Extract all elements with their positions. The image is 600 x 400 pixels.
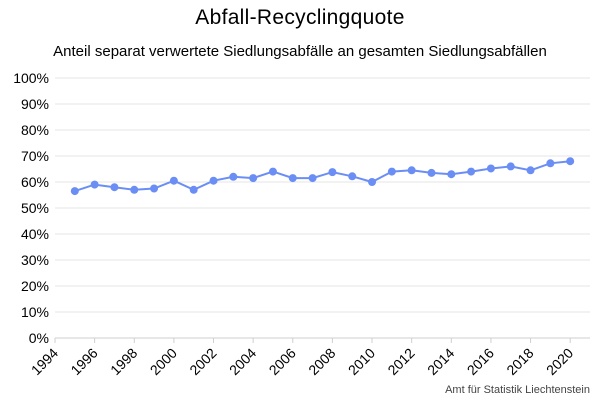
y-tick-label: 30% (21, 252, 49, 268)
data-point (249, 174, 258, 183)
data-point (546, 159, 555, 168)
series-line (74, 160, 571, 193)
y-tick-label: 100% (13, 70, 49, 86)
x-tick-label: 1996 (67, 345, 100, 378)
data-point (348, 172, 357, 181)
y-axis: 0% 10% 20% 30% 40% 50% 60% 70% 80% 90% 100% (13, 70, 49, 346)
x-tick-label: 2000 (147, 345, 180, 378)
data-point (288, 174, 297, 183)
data-point (447, 170, 456, 179)
y-tick-label: 20% (21, 278, 49, 294)
y-tick-label: 70% (21, 148, 49, 164)
chart-title: Abfall-Recyclingquote (195, 6, 405, 29)
data-point (229, 172, 238, 181)
x-tick-label: 2012 (384, 345, 417, 378)
data-point (486, 164, 495, 173)
x-tick-label: 2020 (543, 345, 576, 378)
data-point (328, 168, 337, 177)
data-point (506, 162, 515, 171)
x-tick-label: 2002 (186, 345, 219, 378)
grid-lines (55, 77, 590, 339)
data-point (189, 185, 198, 194)
data-point (110, 183, 119, 192)
x-tick-label: 2004 (226, 345, 259, 378)
y-tick-label: 50% (21, 200, 49, 216)
data-point (368, 178, 377, 186)
x-tick-label: 1998 (107, 345, 140, 378)
y-tick-label: 90% (21, 96, 49, 112)
y-tick-label: 60% (21, 174, 49, 190)
data-point (407, 166, 416, 175)
x-tick-label: 2008 (305, 345, 338, 378)
data-series (70, 157, 575, 196)
data-point (70, 187, 79, 196)
chart-subtitle: Anteil separat verwertete Siedlungsabfäl… (53, 43, 547, 60)
y-tick-label: 10% (21, 304, 49, 320)
y-tick-label: 80% (21, 122, 49, 138)
data-point (526, 166, 535, 175)
x-tick-label: 2018 (503, 345, 536, 378)
y-tick-label: 40% (21, 226, 49, 242)
data-point (268, 167, 277, 176)
data-point (169, 176, 178, 185)
x-tick-label: 2006 (266, 345, 299, 378)
source-note: Amt für Statistik Liechtenstein (445, 384, 590, 396)
data-point (566, 157, 575, 166)
data-point (209, 176, 218, 185)
data-point (130, 185, 139, 194)
y-tick-label: 0% (29, 330, 49, 346)
data-point (427, 168, 436, 177)
x-tick-label: 2016 (464, 345, 497, 378)
x-tick-label: 2010 (345, 345, 378, 378)
x-tick-label: 1994 (28, 345, 61, 378)
data-point (387, 167, 396, 176)
data-point (150, 184, 159, 193)
x-axis: 1994 1996 1998 2000 2002 2004 2006 2008 2010 2012… (28, 338, 576, 378)
x-tick-label: 2014 (424, 345, 457, 378)
data-point (308, 174, 317, 183)
data-point (467, 167, 476, 176)
data-point (90, 180, 99, 189)
